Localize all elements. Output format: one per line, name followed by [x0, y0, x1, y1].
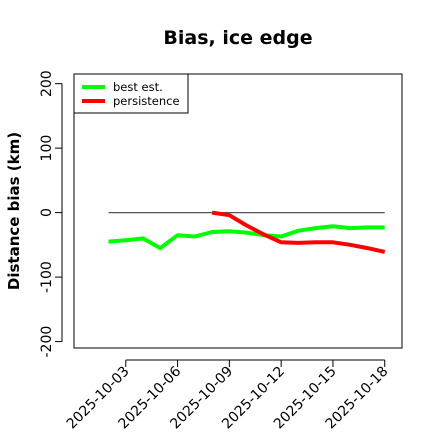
legend-box	[73, 73, 189, 114]
y-tick-label: 100	[39, 135, 55, 162]
y-tick-label: 200	[39, 70, 55, 97]
series-line-persistence	[211, 210, 386, 254]
plot-frame	[73, 73, 403, 349]
y-tick-label: 0	[39, 208, 55, 217]
legend-label: persistence	[113, 94, 180, 108]
legend: best est.persistence	[73, 73, 189, 114]
y-tick-label: -100	[39, 261, 55, 293]
series-layer	[108, 210, 386, 254]
y-axis: -200 -100 0 100 200	[39, 70, 63, 358]
y-axis-label: Distance bias (km)	[5, 132, 23, 290]
legend-label: best est.	[113, 80, 163, 94]
chart-title: Bias, ice edge	[163, 27, 312, 49]
series-line-best-est	[108, 224, 385, 251]
x-axis: 2025-10-032025-10-062025-10-092025-10-12…	[64, 359, 392, 432]
y-tick-label: -200	[39, 326, 55, 358]
